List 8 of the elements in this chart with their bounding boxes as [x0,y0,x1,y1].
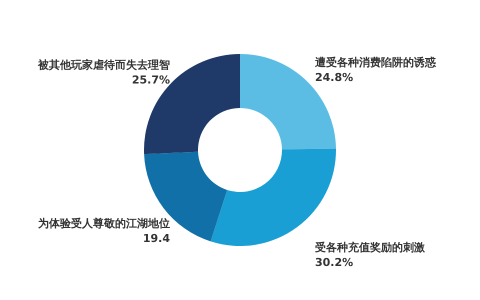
slice-label: 被其他玩家虐待而失去理智 [37,58,170,72]
data-label: 19.4 [142,232,170,245]
slice-label: 受各种充值奖励的刺激 [314,241,426,254]
slice-label: 为体验受人尊敬的江湖地位 [38,216,170,230]
slice-label: 遭受各种消费陷阱的诱惑 [314,56,437,70]
data-label: 24.8% [315,71,354,84]
data-label: 30.2% [315,256,354,270]
data-label: 25.7% [132,74,170,87]
